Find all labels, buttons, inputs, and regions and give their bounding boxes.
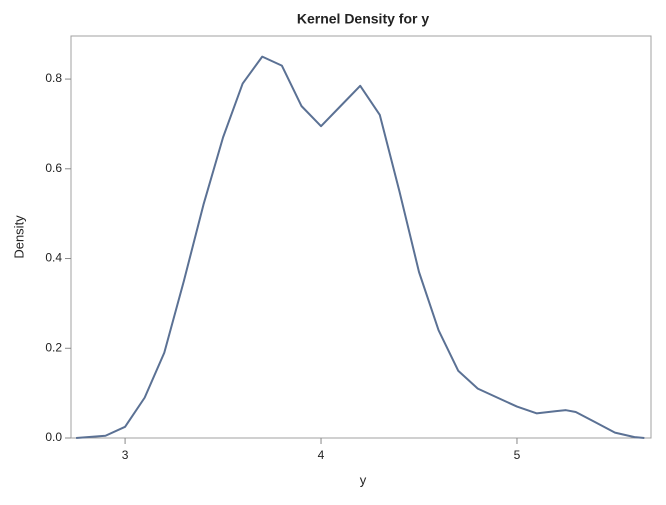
y-tick-label: 0.0 — [45, 430, 62, 444]
x-axis-label: y — [360, 472, 367, 487]
density-line — [76, 55, 645, 439]
y-tick-label: 0.2 — [45, 340, 62, 354]
y-tick-label: 0.8 — [45, 71, 62, 85]
x-tick-label: 4 — [318, 448, 325, 462]
plot-frame — [70, 35, 652, 439]
y-tick-label: 0.6 — [45, 161, 62, 175]
chart-title: Kernel Density for y — [297, 11, 429, 27]
x-tick-label: 3 — [122, 448, 129, 462]
x-tick-label: 5 — [514, 448, 521, 462]
y-tick-label: 0.4 — [45, 251, 62, 265]
y-axis-label: Density — [11, 215, 26, 259]
